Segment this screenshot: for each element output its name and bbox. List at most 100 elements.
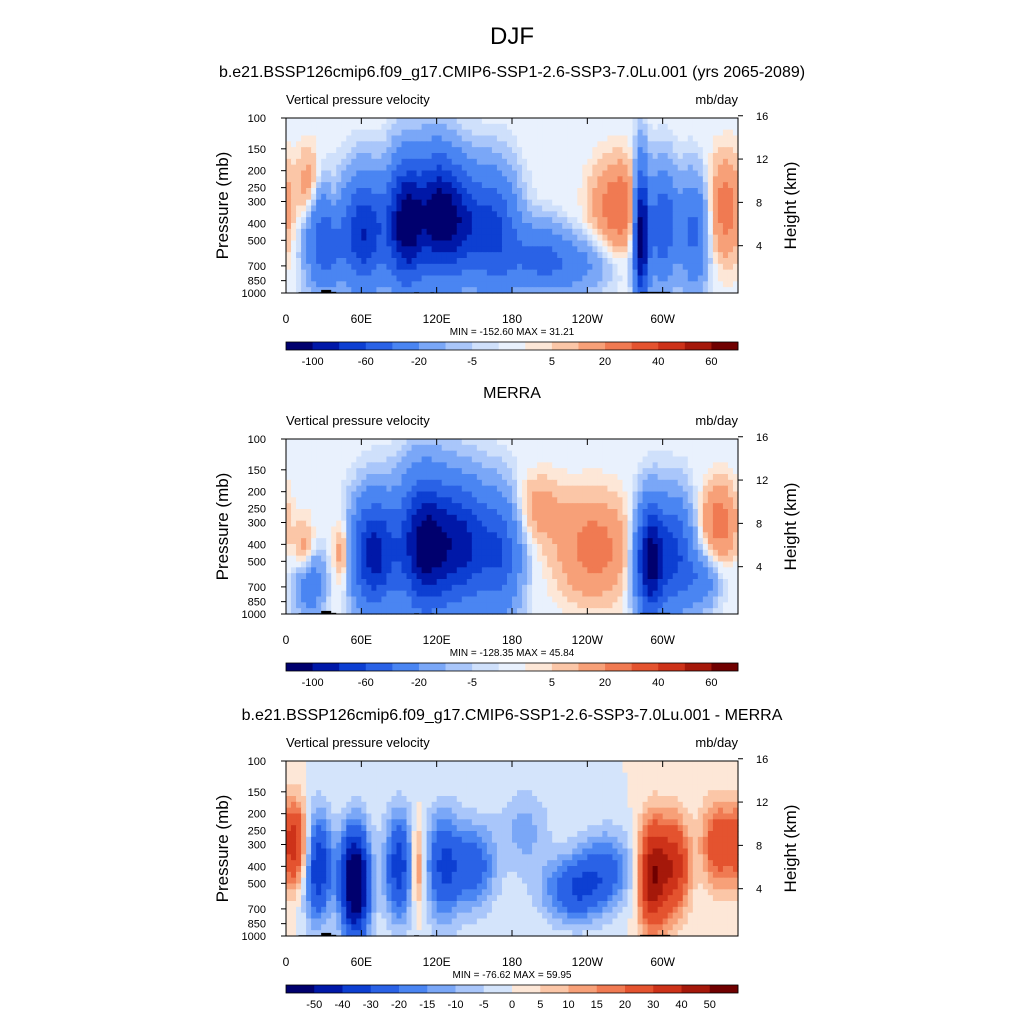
heatmap-cell: [446, 240, 453, 247]
heatmap-cell: [451, 561, 458, 568]
heatmap-cell: [672, 158, 679, 166]
heatmap-cell: [451, 141, 458, 148]
heatmap-cell: [356, 485, 362, 493]
heatmap-cell: [662, 199, 669, 207]
heatmap-cell: [446, 252, 453, 259]
heatmap-cell: [496, 275, 503, 282]
heatmap-cell: [321, 252, 327, 259]
heatmap-cell: [547, 147, 553, 154]
heatmap-cell: [637, 217, 644, 224]
heatmap-cell: [451, 462, 458, 469]
heatmap-cell: [702, 246, 709, 253]
colorbar-label: -60: [358, 356, 374, 368]
heatmap-cell: [687, 188, 694, 195]
heatmap-cell: [557, 176, 563, 183]
heatmap-cell: [346, 263, 352, 271]
heatmap-cell: [351, 491, 357, 498]
heatmap-cell: [431, 252, 438, 259]
heatmap-cell: [351, 211, 357, 218]
heatmap-cell: [612, 561, 619, 568]
heatmap-cell: [491, 514, 498, 522]
heatmap-cell: [421, 164, 428, 172]
heatmap-cell: [602, 474, 609, 481]
heatmap-cell: [311, 211, 317, 218]
heatmap-cell: [506, 287, 513, 294]
heatmap-cell: [567, 211, 573, 218]
heatmap-cell: [371, 462, 377, 469]
heatmap-cell: [617, 158, 624, 166]
heatmap-cell: [476, 223, 483, 230]
heatmap-cell: [361, 153, 367, 160]
heatmap-cell: [667, 514, 674, 522]
heatmap-cell: [491, 479, 498, 487]
heatmap-cell: [537, 223, 543, 230]
heatmap-cell: [391, 491, 398, 498]
heatmap-cell: [306, 555, 312, 563]
heatmap-cell: [602, 199, 609, 207]
heatmap-cell: [356, 170, 362, 177]
heatmap-cell: [381, 199, 388, 207]
heatmap-cell: [547, 205, 553, 212]
heatmap-cell: [652, 555, 659, 563]
heatmap-cell: [647, 462, 654, 469]
heatmap-cell: [677, 182, 684, 189]
heatmap-cell: [637, 456, 644, 463]
heatmap-cell: [291, 532, 297, 539]
heatmap-cell: [547, 287, 553, 294]
heatmap-cell: [662, 456, 669, 463]
heatmap-cell: [406, 555, 413, 563]
x-tick-label: 120W: [572, 312, 604, 326]
heatmap-cell: [471, 269, 478, 277]
heatmap-cell: [311, 234, 317, 242]
heatmap-cell: [471, 182, 478, 189]
heatmap-cell: [401, 141, 408, 148]
heatmap-cell: [356, 456, 362, 463]
heatmap-cell: [486, 240, 493, 247]
heatmap-cell: [727, 450, 734, 458]
heatmap-cell: [562, 462, 568, 469]
heatmap-cell: [461, 211, 468, 218]
heatmap-cell: [286, 281, 292, 288]
heatmap-cell: [381, 561, 388, 568]
min-max-stats: MIN = -152.60 MAX = 31.21: [450, 327, 575, 338]
heatmap-cell: [311, 217, 317, 224]
heatmap-cell: [722, 561, 729, 568]
heatmap-cell: [662, 170, 669, 177]
heatmap-cell: [466, 281, 473, 288]
heatmap-cell: [321, 158, 327, 166]
heatmap-cell: [617, 258, 624, 265]
heatmap-cell: [386, 573, 393, 580]
heatmap-cell: [481, 520, 488, 528]
heatmap-cell: [376, 258, 383, 265]
heatmap-cell: [291, 158, 297, 166]
heatmap-cell: [512, 176, 518, 183]
heatmap-cell: [597, 240, 603, 247]
heatmap-cell: [441, 532, 448, 539]
heatmap-cell: [401, 520, 408, 528]
heatmap-cell: [331, 223, 337, 230]
heatmap-cell: [351, 514, 357, 522]
heatmap-cell: [667, 234, 674, 242]
heatmap-cell: [326, 491, 332, 498]
heatmap-cell: [351, 479, 357, 487]
heatmap-cell: [366, 538, 372, 545]
heatmap-cell: [597, 450, 603, 458]
heatmap-cell: [501, 579, 508, 586]
heatmap-cell: [316, 123, 322, 131]
heatmap-cell: [687, 549, 694, 557]
heatmap-cell: [657, 439, 664, 446]
heatmap-cell: [481, 275, 488, 282]
heatmap-cell: [296, 246, 302, 253]
heatmap-cell: [321, 199, 327, 207]
heatmap-cell: [692, 450, 699, 458]
panel-1: b.e21.BSSP126cmip6.f09_g17.CMIP6-SSP1-2.…: [213, 64, 805, 368]
heatmap-cell: [632, 549, 639, 557]
heatmap-cell: [702, 549, 709, 557]
heatmap-cell: [331, 275, 337, 282]
heatmap-cell: [572, 456, 578, 463]
heatmap-cell: [346, 287, 352, 294]
heatmap-cell: [522, 503, 528, 510]
heatmap-cell: [491, 217, 498, 224]
heatmap-cell: [717, 439, 724, 446]
heatmap-cell: [371, 158, 377, 166]
